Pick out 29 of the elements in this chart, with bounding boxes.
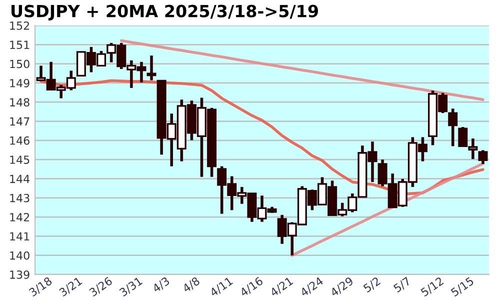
line-series: [290, 162, 484, 257]
y-tick-label: 144: [10, 174, 30, 183]
chart-title: USDJPY + 20MA 2025/3/18->5/19: [12, 4, 318, 20]
x-tick-label: 4/3: [152, 276, 170, 294]
x-tick-label: 4/21: [269, 276, 294, 298]
candlestick: [448, 107, 458, 148]
y-tick-label: 150: [10, 60, 30, 68]
y-tick-label: 142: [10, 213, 30, 222]
y-tick-label: 146: [10, 136, 30, 145]
y-tick-label: 147: [10, 117, 30, 126]
y-tick-label: 145: [10, 156, 30, 164]
x-tick-label: 4/16: [239, 276, 264, 298]
y-tick-label: 149: [10, 78, 30, 88]
y-tick-label: 141: [10, 232, 30, 240]
x-tick-label: 4/29: [330, 276, 354, 298]
line-series: [120, 39, 484, 102]
y-tick-label: 143: [10, 194, 30, 202]
x-tick-label: 4/8: [182, 276, 201, 294]
y-tick-label: 152: [10, 21, 30, 30]
candlestick: [478, 148, 488, 166]
x-tick-label: 5/7: [393, 276, 412, 294]
candlestick: [146, 54, 156, 82]
x-tick-label: 5/2: [362, 276, 382, 294]
y-tick-label: 148: [10, 98, 30, 106]
x-tick-label: 4/11: [209, 276, 234, 298]
x-tick-label: 4/24: [299, 276, 324, 298]
y-tick-label: 139: [10, 270, 30, 279]
y-tick-label: 140: [10, 251, 30, 260]
y-tick-label: 151: [10, 40, 30, 50]
